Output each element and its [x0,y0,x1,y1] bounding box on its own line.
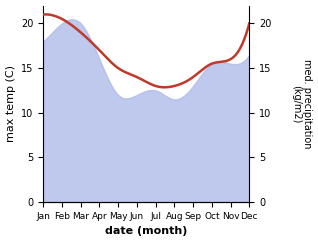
X-axis label: date (month): date (month) [105,227,187,236]
Y-axis label: med. precipitation
(kg/m2): med. precipitation (kg/m2) [291,59,313,149]
Y-axis label: max temp (C): max temp (C) [5,65,16,142]
